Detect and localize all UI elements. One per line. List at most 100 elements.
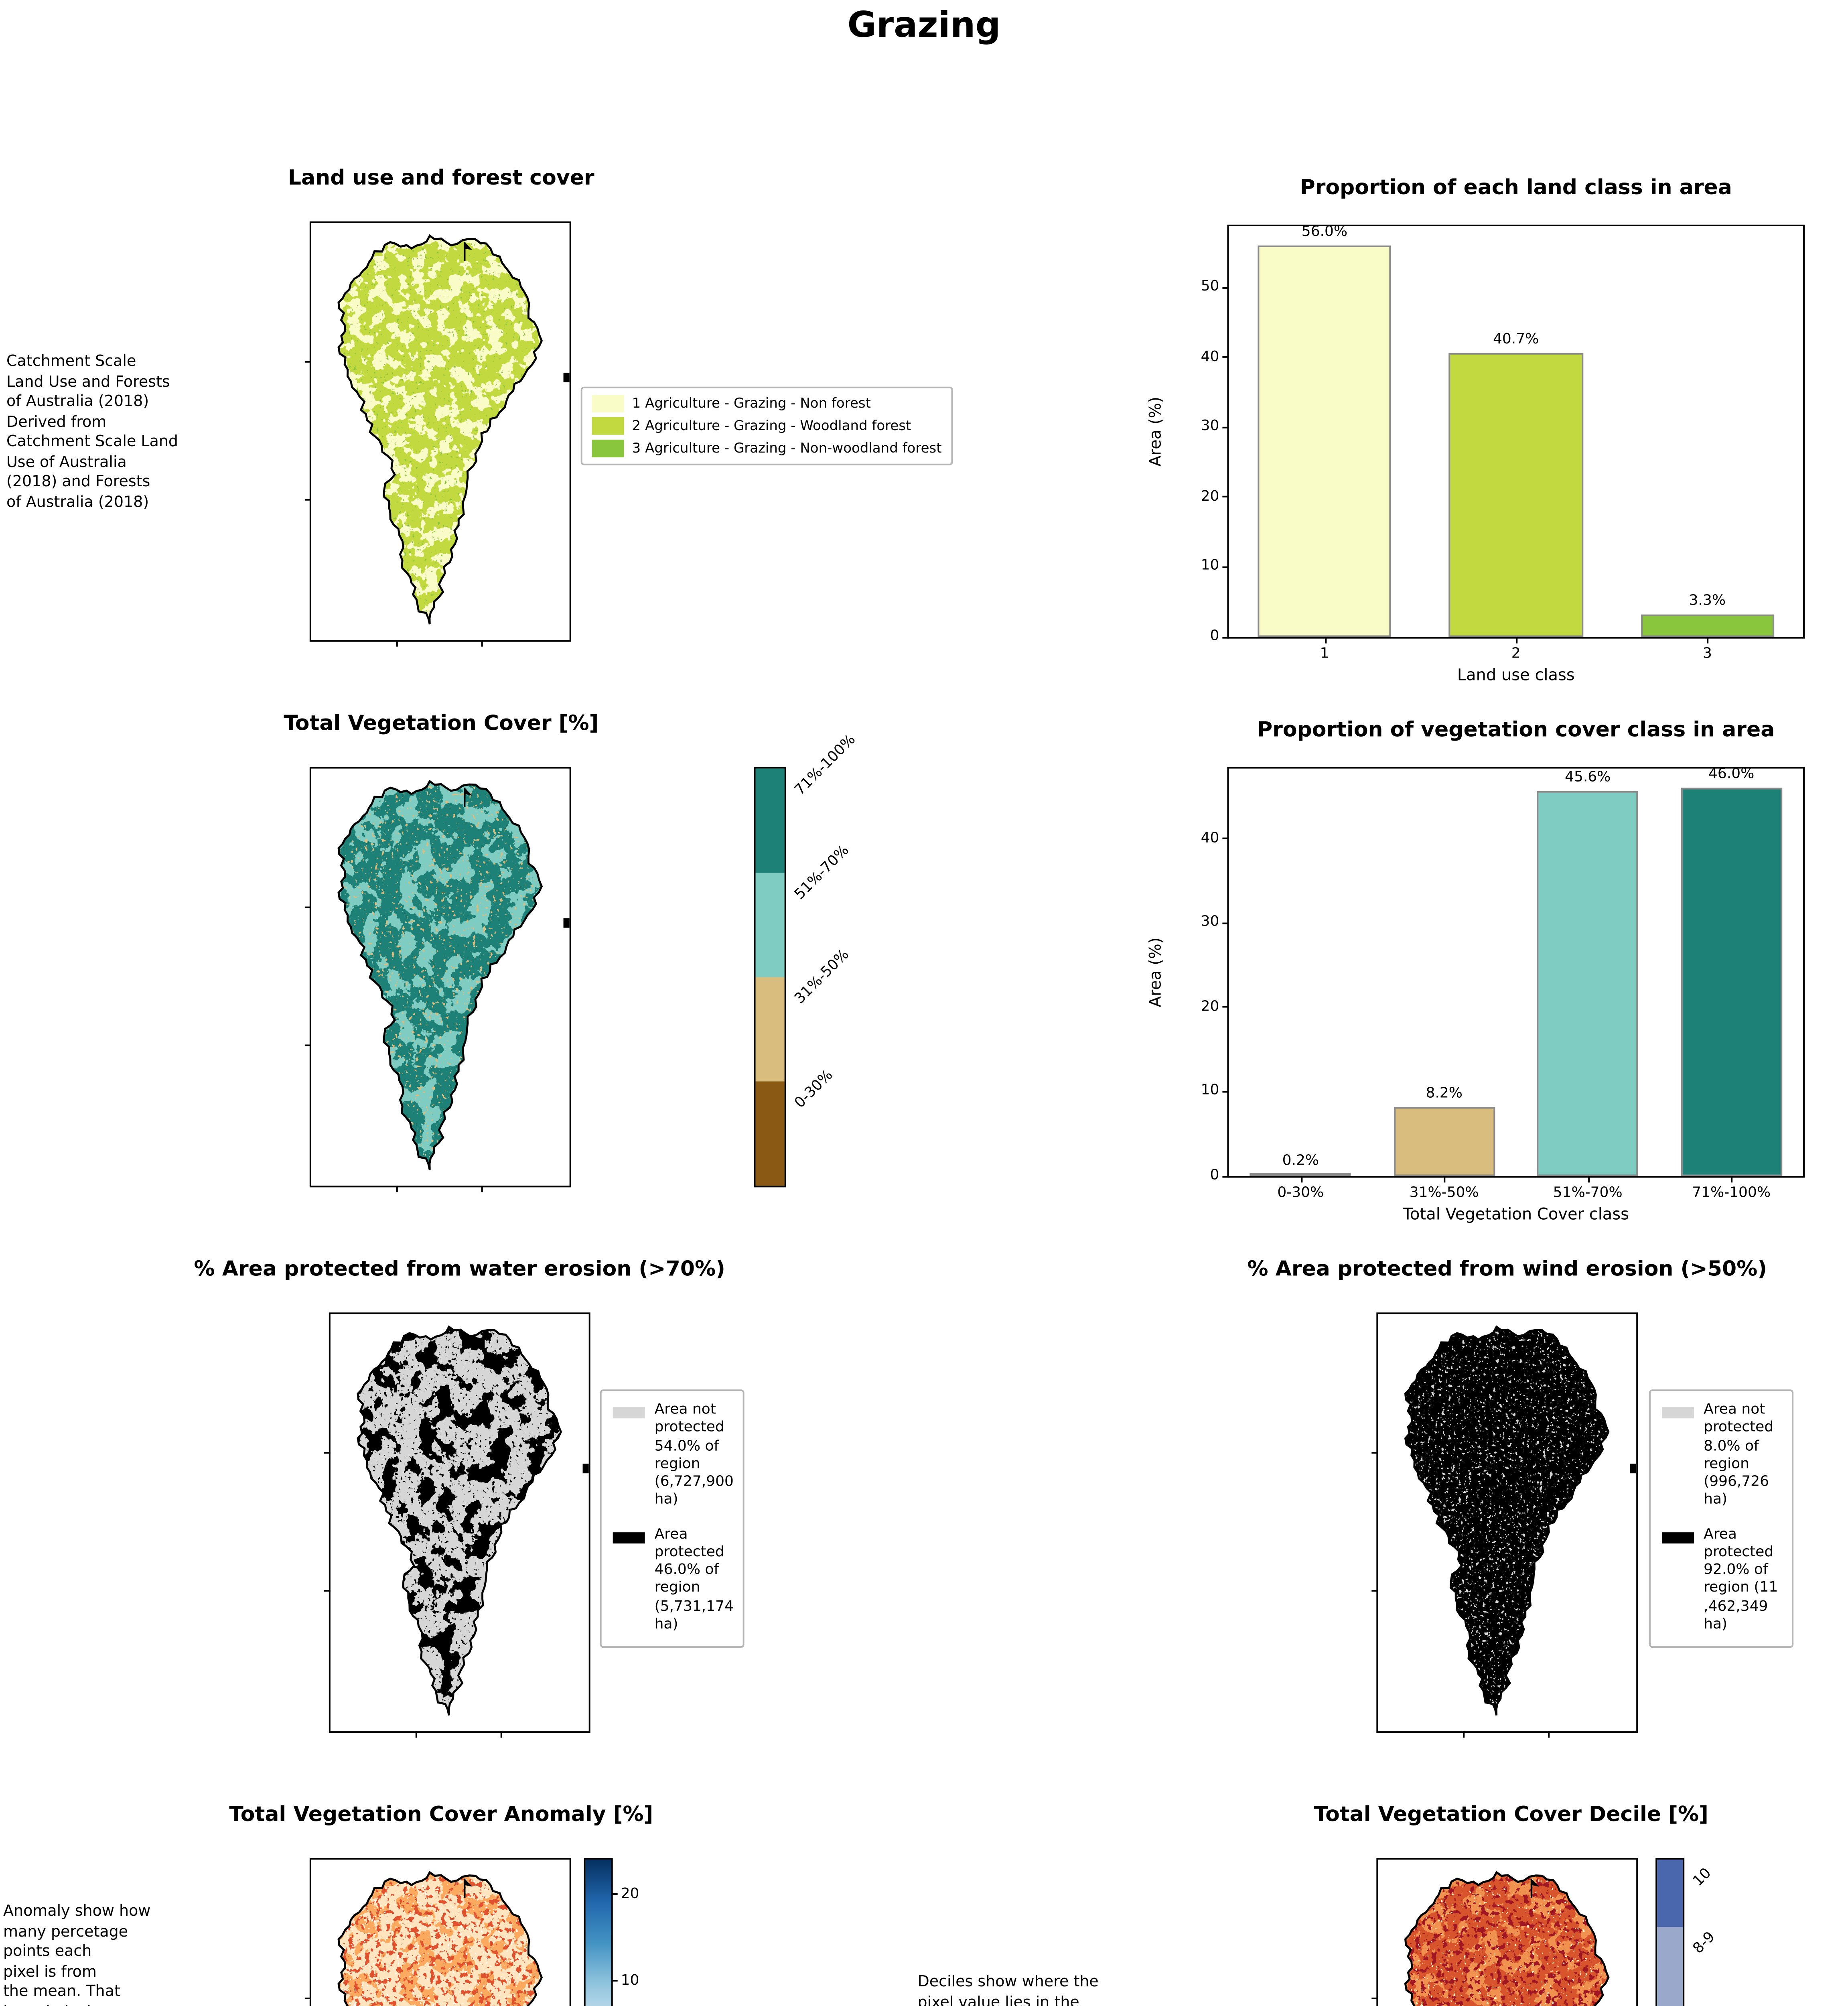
veg-cover-colorbar: 71%-100% 51%-70% 31%-50% 0-30% <box>754 732 859 1188</box>
legend-swatch <box>592 417 624 435</box>
map-frame-tick <box>481 640 483 647</box>
y-tick-mark <box>1222 922 1229 924</box>
x-tick-label: 31%-50% <box>1409 1186 1479 1202</box>
water-erosion-map <box>324 1312 590 1738</box>
map-frame-tick <box>501 1731 503 1738</box>
water-erosion-map-svg <box>357 1325 589 1716</box>
map-frame-tick <box>304 906 311 908</box>
x-tick-label: 51%-70% <box>1553 1186 1623 1202</box>
y-tick-label: 20 <box>1201 999 1219 1015</box>
x-tick-mark <box>1588 1176 1590 1183</box>
colorbar-segment-label: 31%-50% <box>792 947 853 1008</box>
colorbar-tick-mark <box>611 1893 618 1895</box>
anomaly-map-title: Total Vegetation Cover Anomaly [%] <box>229 1803 653 1828</box>
y-tick-label: 0 <box>1210 1168 1219 1184</box>
legend-swatch <box>1662 1407 1694 1419</box>
legend-item: 1 Agriculture - Grazing - Non forest <box>592 394 942 412</box>
north-arrow-icon <box>1530 1333 1539 1352</box>
y-axis-label: Area (%) <box>1148 937 1166 1007</box>
water-erosion-legend: Area not protected 54.0% of region (6,72… <box>600 1389 744 1648</box>
x-tick-mark <box>1707 637 1709 644</box>
y-tick-label: 40 <box>1201 349 1219 366</box>
bar <box>1681 788 1782 1176</box>
bar <box>1250 1173 1351 1176</box>
anomaly-note: Anomaly show how many percetage points e… <box>3 1903 151 2006</box>
map-edge-mark <box>582 1464 589 1474</box>
map-frame-tick <box>304 1044 311 1046</box>
bar-value-label: 8.2% <box>1426 1086 1463 1102</box>
colorbar-segment <box>1657 1926 1683 2006</box>
legend-swatch <box>613 1407 645 1419</box>
legend-label: 3 Agriculture - Grazing - Non-woodland f… <box>632 440 942 457</box>
decile-note: Deciles show where the pixel value lies … <box>917 1974 1099 2006</box>
legend-item: Area not protected 54.0% of region (6,72… <box>613 1402 734 1511</box>
colorbar-segment <box>755 768 785 873</box>
y-tick-label: 30 <box>1201 419 1219 436</box>
land-use-note: Catchment Scale Land Use and Forests of … <box>6 353 179 512</box>
x-tick-label: 3 <box>1702 646 1712 663</box>
bar-value-label: 3.3% <box>1689 593 1726 609</box>
y-tick-label: 40 <box>1201 830 1219 847</box>
legend-swatch <box>592 439 624 457</box>
bar-value-label: 0.2% <box>1282 1153 1319 1170</box>
colorbar-segment-label: 71%-100% <box>792 732 860 799</box>
land-use-map <box>304 221 571 647</box>
colorbar-segment-label: 8-9 <box>1691 1929 1719 1957</box>
land-class-chart-plot: 0 10 20 30 40 50 56.0% 1 40.7% 2 3.3% 3 <box>1201 224 1805 663</box>
decile-map-svg <box>1404 1871 1610 2006</box>
y-tick-mark <box>1222 496 1229 498</box>
decile-map-title: Total Vegetation Cover Decile [%] <box>1314 1803 1708 1828</box>
legend-label: Area protected 92.0% of region (11 ,462,… <box>1704 1527 1778 1633</box>
x-tick-label: 71%-100% <box>1692 1186 1771 1202</box>
map-frame-tick <box>1371 1589 1378 1591</box>
chart-title: Proportion of each land class in area <box>1300 176 1732 201</box>
land-use-legend: 1 Agriculture - Grazing - Non forest 2 A… <box>580 386 953 465</box>
map-frame-tick <box>304 498 311 500</box>
bar-value-label: 46.0% <box>1708 767 1755 784</box>
x-axis-label: Land use class <box>1457 667 1575 685</box>
y-tick-label: 0 <box>1210 629 1219 645</box>
map-frame-tick <box>1463 1731 1465 1738</box>
legend-label: Area not protected 8.0% of region (996,7… <box>1704 1402 1774 1509</box>
y-tick-mark <box>1222 1091 1229 1093</box>
y-tick-mark <box>1222 636 1229 638</box>
wind-erosion-map-title: % Area protected from wind erosion (>50%… <box>1247 1258 1767 1282</box>
map-frame-tick <box>1371 1997 1378 1999</box>
map-frame-tick <box>304 1997 311 1999</box>
wind-erosion-legend: Area not protected 8.0% of region (996,7… <box>1649 1389 1794 1648</box>
x-tick-label: 2 <box>1511 646 1521 663</box>
y-tick-mark <box>1222 838 1229 840</box>
colorbar-segment <box>755 977 785 1082</box>
anomaly-colorbar: 20100−10−20 <box>584 1858 639 2006</box>
map-edge-mark <box>563 918 570 928</box>
map-frame-tick <box>481 1186 483 1192</box>
map-frame-tick <box>324 1589 331 1591</box>
catchment-outline <box>1404 1871 1610 2006</box>
map-frame-tick <box>324 1452 331 1454</box>
legend-item: Area protected 92.0% of region (11 ,462,… <box>1662 1527 1781 1635</box>
legend-item: 3 Agriculture - Grazing - Non-woodland f… <box>592 439 942 457</box>
y-axis-label: Area (%) <box>1148 396 1166 467</box>
bar-value-label: 45.6% <box>1565 770 1611 787</box>
y-tick-mark <box>1222 566 1229 568</box>
map-frame-tick <box>1548 1731 1550 1738</box>
bar <box>1537 791 1638 1176</box>
y-tick-label: 10 <box>1201 559 1219 575</box>
catchment-outline <box>337 234 543 625</box>
legend-item: 2 Agriculture - Grazing - Woodland fores… <box>592 417 942 435</box>
legend-label: 2 Agriculture - Grazing - Woodland fores… <box>632 418 911 434</box>
veg-class-chart-plot: 0 10 20 30 40 0.2% 0-30% 8.2% 31%-50% 45.6% 51%-70… <box>1201 767 1805 1202</box>
legend-swatch <box>1662 1531 1694 1543</box>
colorbar-segment-label: 0-30% <box>792 1068 837 1112</box>
map-frame-tick <box>416 1731 418 1738</box>
water-erosion-map-title: % Area protected from water erosion (>70… <box>194 1258 725 1282</box>
veg-cover-map-title: Total Vegetation Cover [%] <box>284 712 599 737</box>
y-tick-label: 20 <box>1201 489 1219 506</box>
legend-label: Area protected 46.0% of region (5,731,17… <box>654 1527 734 1633</box>
colorbar-segment <box>755 1081 785 1186</box>
bar <box>1257 246 1392 637</box>
north-arrow-icon <box>464 242 473 262</box>
y-tick-mark <box>1222 357 1229 359</box>
catchment-outline <box>357 1325 562 1716</box>
